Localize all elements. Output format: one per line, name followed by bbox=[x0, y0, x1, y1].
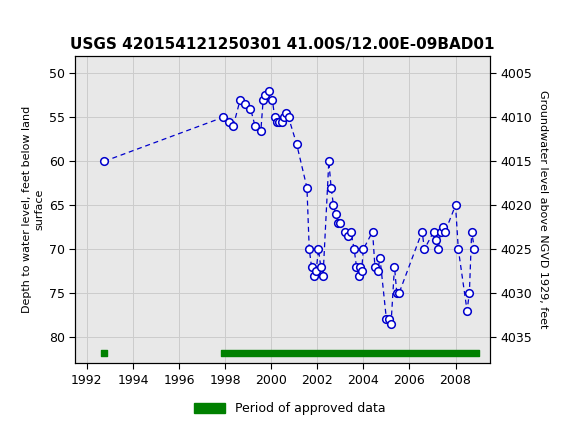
Legend: Period of approved data: Period of approved data bbox=[189, 397, 391, 420]
Text: USGS: USGS bbox=[32, 14, 92, 33]
Text: ▒: ▒ bbox=[9, 11, 22, 36]
Title: USGS 420154121250301 41.00S/12.00E-09BAD01: USGS 420154121250301 41.00S/12.00E-09BAD… bbox=[71, 37, 495, 52]
Y-axis label: Depth to water level, feet below land
surface: Depth to water level, feet below land su… bbox=[21, 106, 45, 313]
Y-axis label: Groundwater level above NGVD 1929, feet: Groundwater level above NGVD 1929, feet bbox=[538, 90, 548, 329]
